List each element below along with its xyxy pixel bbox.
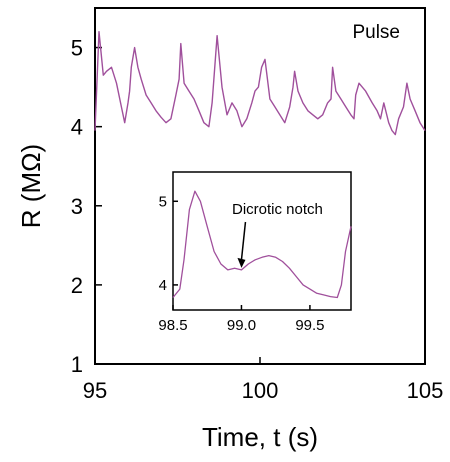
y-tick-label: 5 (71, 36, 83, 61)
y-tick-label: 4 (71, 115, 83, 140)
inset-annotation-label: Dicrotic notch (232, 201, 323, 218)
series-line (172, 190, 352, 299)
annotation-arrow (237, 221, 247, 268)
main-series-group (94, 31, 426, 136)
x-tick-label: 98.5 (158, 317, 187, 334)
y-tick-label: 3 (71, 194, 83, 219)
inset-series-group (172, 190, 352, 299)
main-axis-ticks: 95 100 105 1 2 3 4 5 (71, 36, 444, 403)
y-axis-label: R (MΩ) (16, 144, 46, 228)
annotation-arrow-shaft (240, 221, 247, 260)
y-tick-label: 5 (159, 193, 167, 210)
inset-plot-frame (172, 171, 352, 311)
x-tick-label: 99.5 (295, 317, 324, 334)
annotation-arrow-head (237, 257, 246, 268)
x-tick-label: 95 (83, 378, 107, 403)
legend-label-pulse: Pulse (352, 22, 400, 43)
x-tick-label: 105 (407, 378, 444, 403)
series-line (94, 31, 426, 136)
inset-axis-ticks: 98.5 99.0 99.5 4 5 (158, 193, 324, 334)
x-axis-label: Time, t (s) (202, 422, 318, 452)
x-tick-label: 100 (242, 378, 279, 403)
inset-chart: 98.5 99.0 99.5 4 5 Dicrotic notch (158, 171, 352, 334)
y-tick-label: 4 (159, 277, 167, 294)
x-tick-label: 99.0 (227, 317, 256, 334)
y-tick-label: 2 (71, 273, 83, 298)
y-tick-label: 1 (71, 352, 83, 377)
